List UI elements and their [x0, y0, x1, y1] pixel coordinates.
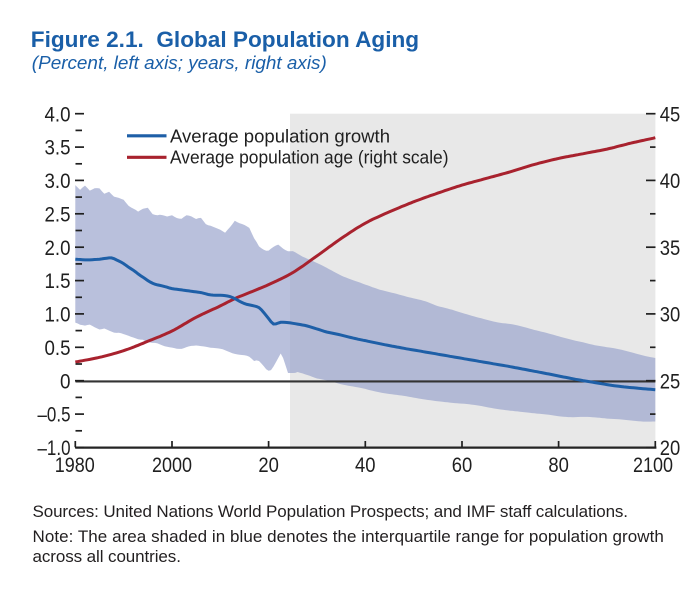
svg-text:1.0: 1.0	[45, 304, 71, 327]
svg-text:–0.5: –0.5	[38, 404, 71, 427]
svg-text:Average population age (right: Average population age (right scale)	[170, 146, 449, 167]
svg-text:60: 60	[452, 454, 473, 477]
svg-text:2.5: 2.5	[45, 203, 71, 226]
svg-text:4.0: 4.0	[45, 103, 71, 126]
svg-text:Average population growth: Average population growth	[170, 125, 390, 146]
svg-text:35: 35	[660, 237, 681, 260]
svg-text:1980: 1980	[55, 454, 95, 477]
svg-text:20: 20	[258, 454, 279, 477]
svg-text:2.0: 2.0	[45, 237, 71, 260]
svg-text:–1.0: –1.0	[38, 437, 71, 460]
svg-text:40: 40	[355, 454, 376, 477]
svg-text:3.0: 3.0	[45, 170, 71, 193]
svg-text:3.5: 3.5	[45, 137, 71, 160]
svg-text:2100: 2100	[633, 454, 673, 477]
svg-text:40: 40	[660, 170, 681, 193]
svg-text:25: 25	[660, 370, 681, 393]
svg-text:80: 80	[548, 454, 569, 477]
svg-text:0: 0	[60, 370, 71, 393]
svg-text:30: 30	[660, 304, 681, 327]
svg-text:2000: 2000	[152, 454, 192, 477]
svg-text:20: 20	[660, 437, 681, 460]
svg-text:45: 45	[660, 103, 681, 126]
svg-text:1.5: 1.5	[45, 270, 71, 293]
svg-text:0.5: 0.5	[45, 337, 71, 360]
